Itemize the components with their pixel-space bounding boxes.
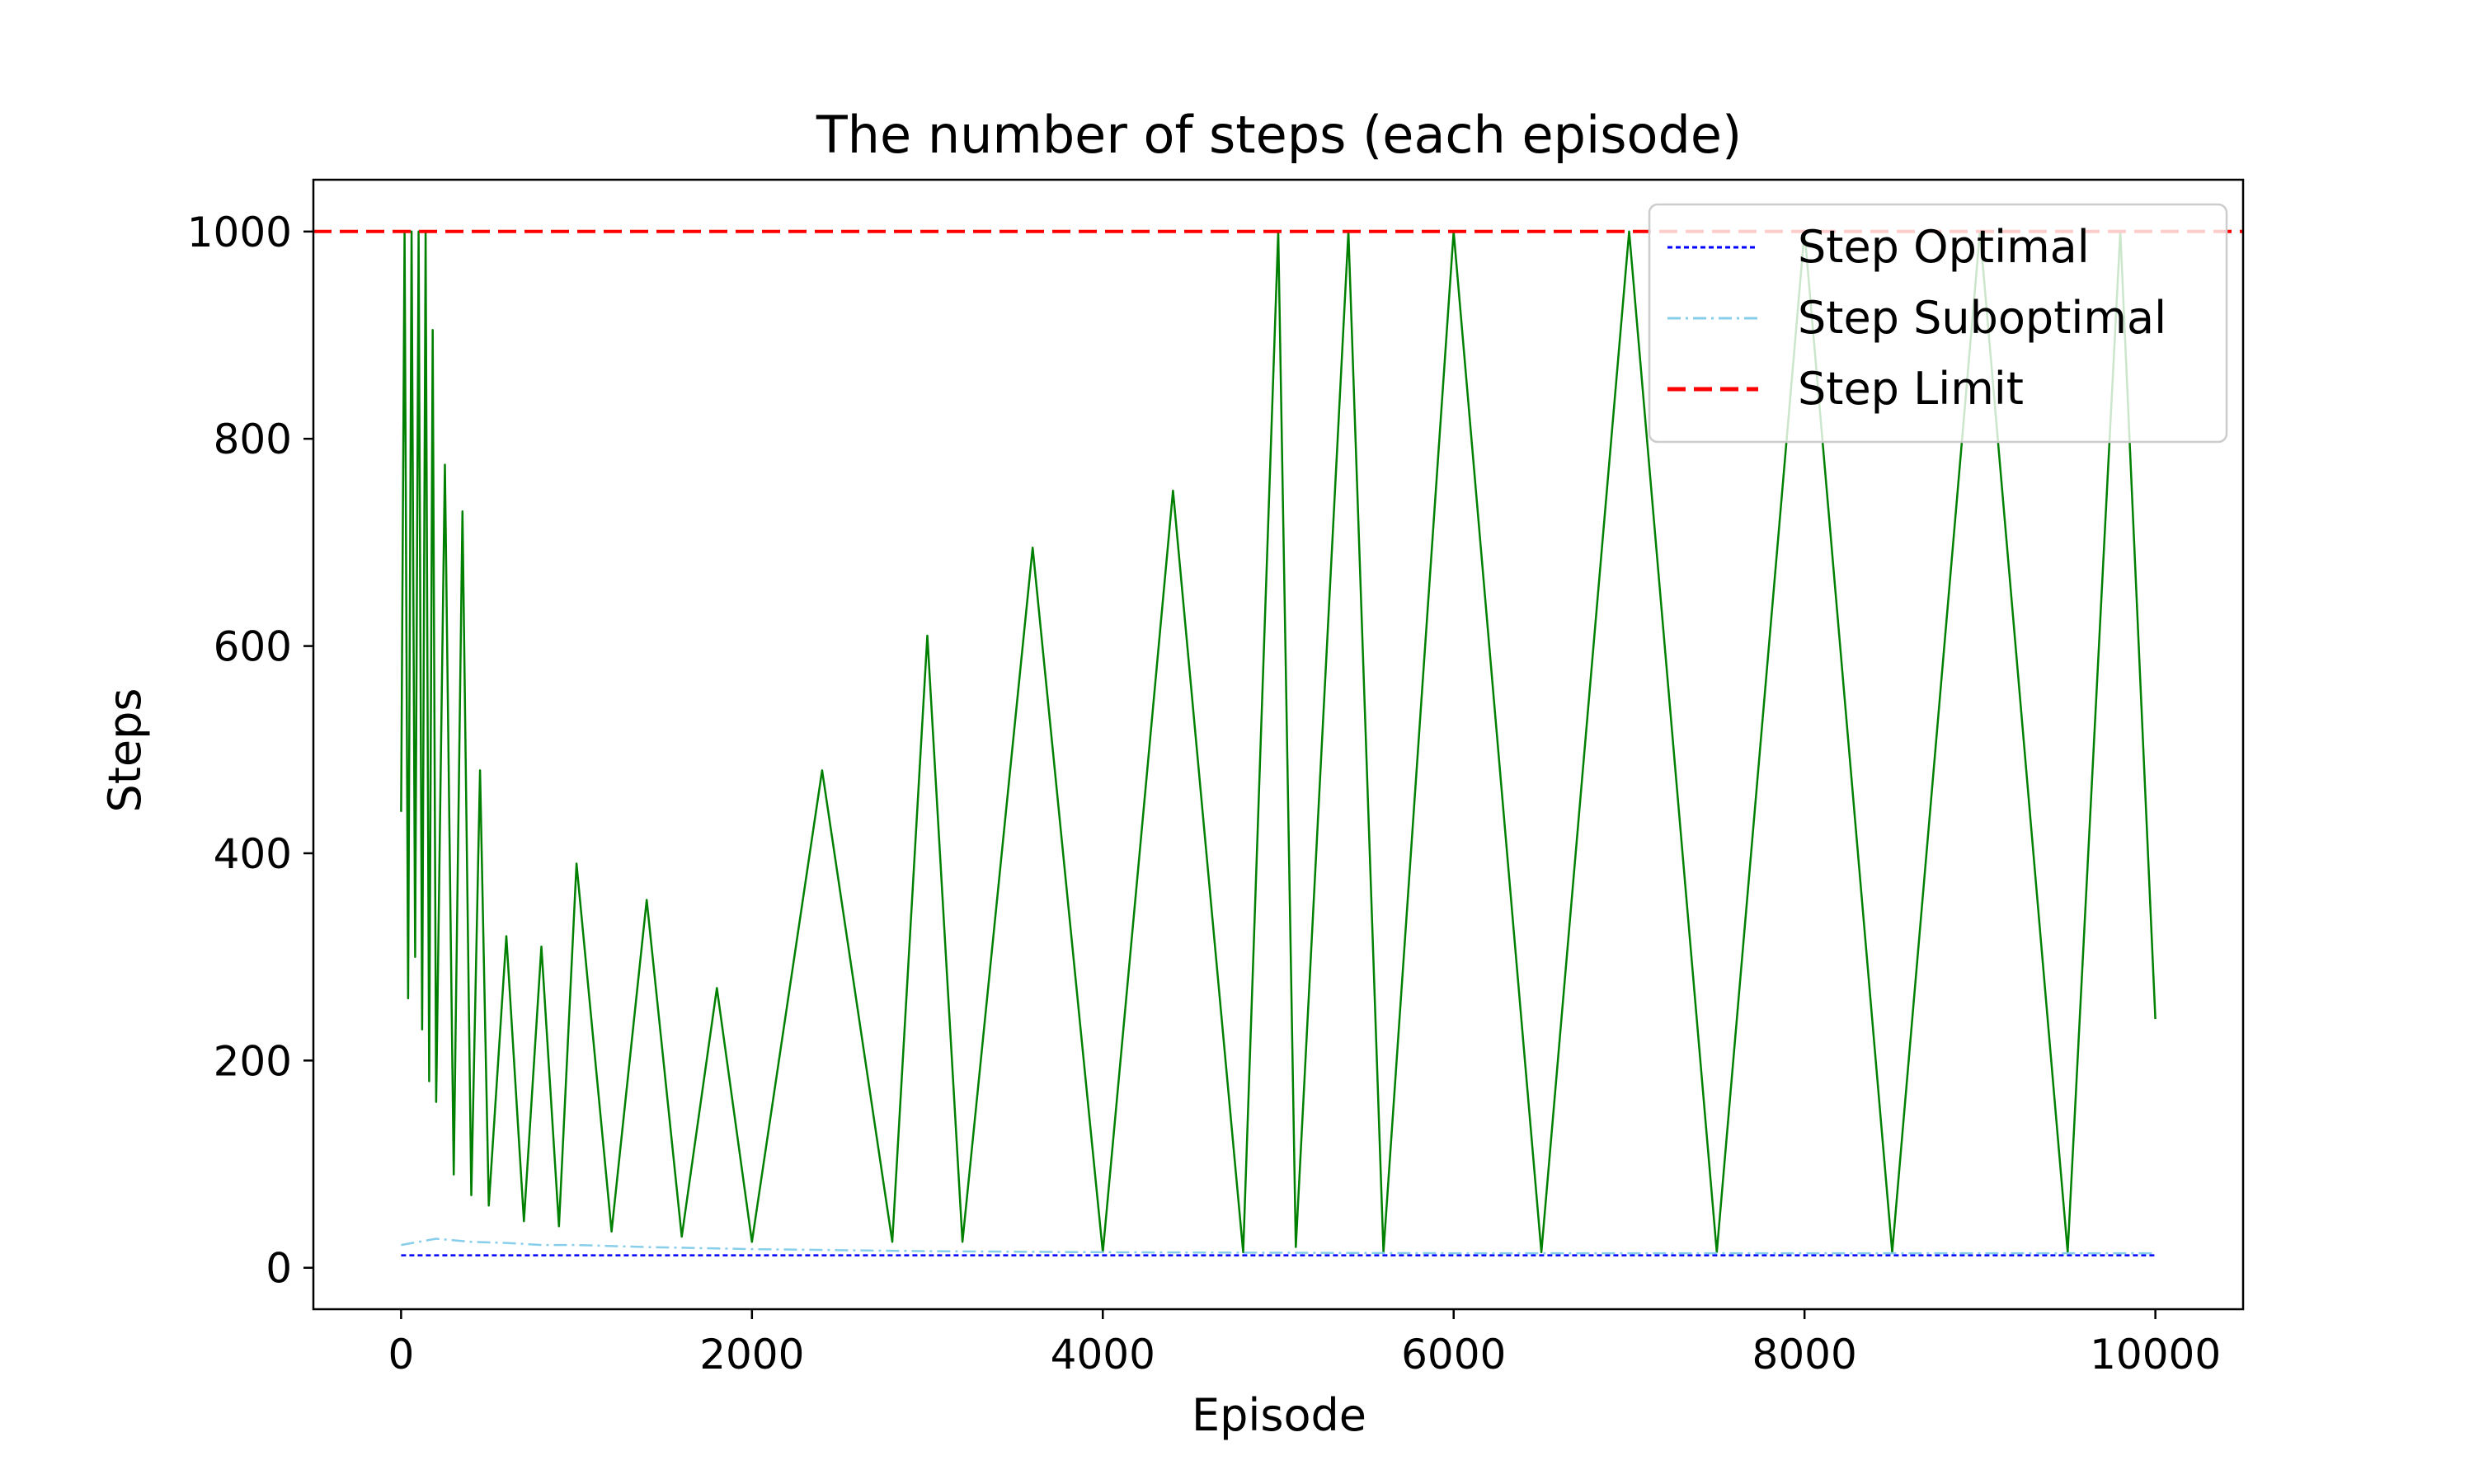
legend-label: Step Suboptimal	[1798, 292, 2166, 344]
series-line-steps	[400, 230, 2157, 1254]
x-tick-label: 10000	[2090, 1331, 2221, 1378]
y-tick-label: 800	[214, 416, 292, 463]
legend: Step Optimal Step Suboptimal Step Limit	[1648, 203, 2228, 444]
series-layer	[313, 229, 2243, 1256]
series-line-step-suboptimal	[401, 1237, 2156, 1255]
y-tick-label: 600	[214, 623, 292, 671]
x-tick-label: 4000	[1051, 1331, 1155, 1378]
x-tick-label: 8000	[1752, 1331, 1857, 1378]
x-tick-label: 6000	[1401, 1331, 1506, 1378]
chart-title: The number of steps (each episode)	[816, 105, 1742, 165]
y-axis-label: Steps	[99, 688, 151, 812]
plot-frame	[312, 178, 2245, 1311]
x-tick-label: 0	[388, 1331, 414, 1378]
y-axis: 0 200 400 600 800 1000	[187, 209, 313, 1293]
x-tick-label: 2000	[699, 1331, 804, 1378]
x-axis: 0 2000 4000 6000 8000 10000	[388, 1309, 2221, 1378]
legend-label: Step Optimal	[1798, 221, 2090, 273]
y-tick-label: 200	[214, 1037, 292, 1085]
x-axis-label: Episode	[1192, 1389, 1366, 1441]
y-tick-label: 400	[214, 830, 292, 878]
y-tick-label: 0	[266, 1245, 292, 1293]
legend-box	[1648, 203, 2228, 444]
y-tick-label: 1000	[187, 209, 292, 256]
legend-label: Step Limit	[1798, 363, 2024, 415]
